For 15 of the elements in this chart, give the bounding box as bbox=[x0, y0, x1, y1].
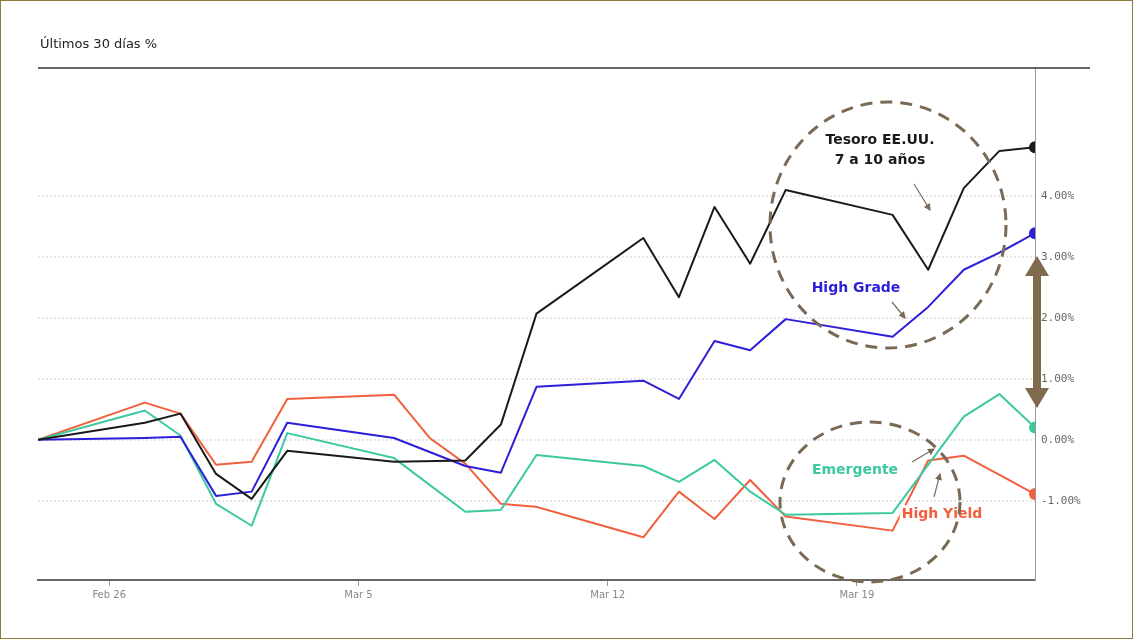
x-tick-label: Mar 19 bbox=[839, 588, 875, 600]
series-label: High Grade bbox=[811, 278, 901, 295]
y-tick-label: 2.00% bbox=[1041, 310, 1075, 324]
y-tick-label: 0.00% bbox=[1041, 432, 1075, 446]
chart-title: Últimos 30 días % bbox=[40, 36, 158, 51]
text: Tesoro EE.UU. 7 a 10 años bbox=[825, 130, 935, 167]
y-tick-label: 4.00% bbox=[1041, 188, 1075, 202]
y-tick-label: 3.00% bbox=[1041, 249, 1075, 263]
x-tick-label: Feb 26 bbox=[92, 588, 127, 600]
x-tick-label: Mar 5 bbox=[344, 588, 373, 600]
x-tick-label: Mar 12 bbox=[590, 588, 626, 600]
series-label: High Yield bbox=[901, 504, 983, 521]
series-label: Emergente bbox=[811, 460, 899, 477]
y-tick-label: 1.00% bbox=[1041, 371, 1075, 385]
y-tick-label: -1.00% bbox=[1041, 493, 1082, 507]
